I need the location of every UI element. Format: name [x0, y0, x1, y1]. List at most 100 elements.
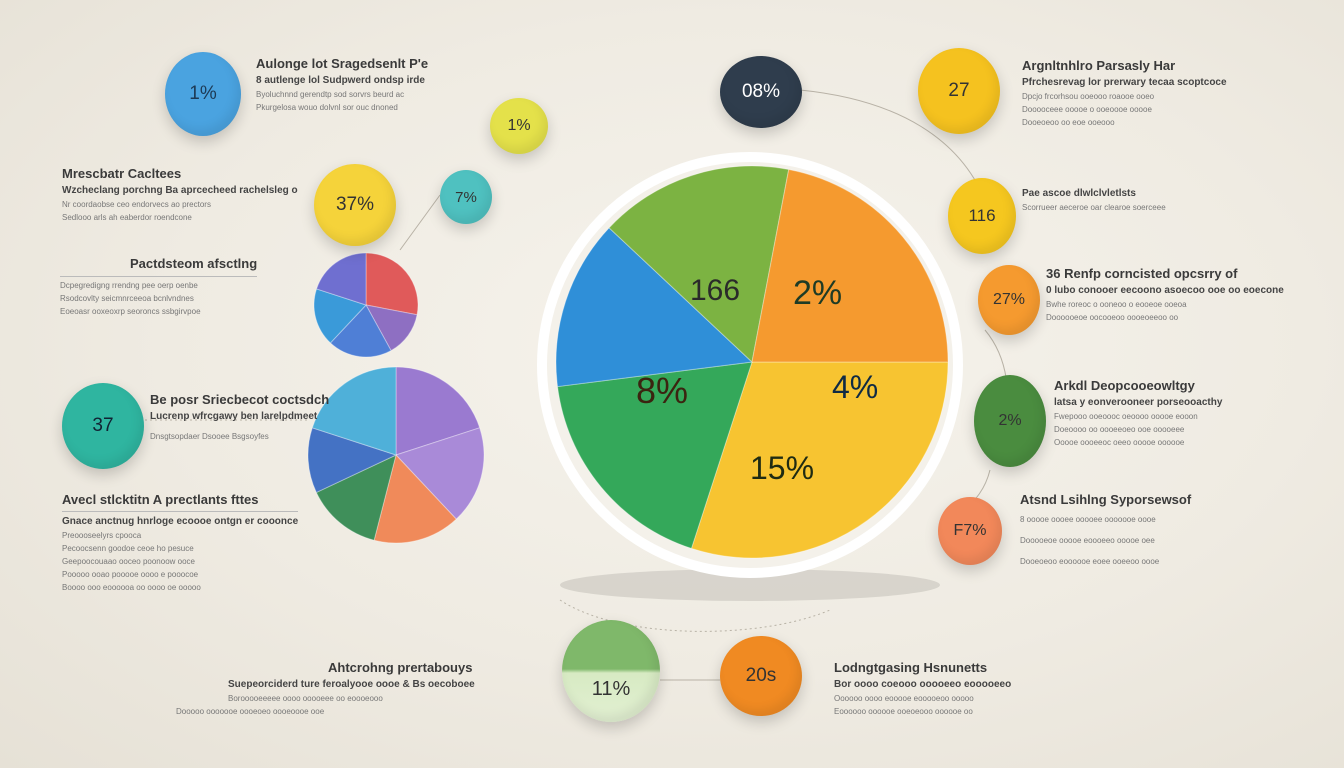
mini-pie-1	[313, 252, 419, 358]
block-line: Dpcjo frcorhsou ooeooo roaooe ooeo	[1022, 92, 1155, 101]
bubble-27pct: 27%	[978, 265, 1040, 335]
text-block-right-2: Pae ascoe dlwlclvletlsts Scorrueer aecer…	[1022, 184, 1166, 212]
text-block-left-3: Pactdsteom afsctlng Dcpegredigng rrendng…	[60, 256, 258, 316]
block-line: Eoooooo oooooe ooeoeooo oooooe oo	[834, 707, 973, 716]
mini-pie-2-slice-3	[315, 454, 397, 541]
block-subheading: latsa y eonverooneer porseooacthy	[1054, 397, 1223, 408]
text-block-bottom-right: Lodngtgasing Hsnunetts Bor oooo coeooo o…	[834, 660, 1011, 716]
block-line: Dooeoeoo oo eoe ooeooo	[1022, 118, 1115, 127]
bubble-116: 116	[948, 178, 1016, 254]
block-subheading: 8 autlenge lol Sudpwerd ondsp irde	[256, 75, 425, 86]
block-heading: Avecl stlcktitn A prectlants fttes	[62, 492, 259, 507]
block-line: Pkurgelosa wouo dolvnl sor ouc dnoned	[256, 103, 398, 112]
mini-pie-1-slice-3	[313, 288, 367, 344]
block-line: Pecoocsenn goodoe ceoe ho pesuce	[62, 544, 194, 553]
bubble-37pct: 37%	[314, 164, 396, 246]
main-pie-label-15pct: 15%	[750, 450, 815, 486]
block-line: Boooo ooo eoooooa oo oooo oe ooooo	[62, 583, 201, 592]
main-pie-shadow	[560, 569, 940, 601]
bubble-f7pct: F7%	[938, 497, 1002, 565]
block-line: Bwhe roreoc o ooneoo o eooeoe ooeoa	[1046, 300, 1187, 309]
bubble-7pct: 7%	[440, 170, 492, 224]
block-line: Nr coordaobse ceo endorvecs ao prectors	[62, 200, 211, 209]
block-subheading: Bor oooo coeooo ooooeeo eooooeeo	[834, 679, 1012, 690]
block-heading: 36 Renfp corncisted opcsrry of	[1046, 266, 1238, 281]
bubble-20s: 20s	[720, 636, 802, 716]
block-line: 8 ooooe oooee ooooee ooooooe oooe	[1020, 515, 1156, 524]
text-block-top-left: Aulonge lot Sragedsenlt P'e 8 autlenge l…	[256, 56, 428, 112]
bubble-2pct-green: 2%	[974, 375, 1046, 467]
block-line: Dcpegredigng rrendng pee oerp oenbe	[60, 281, 198, 290]
main-pie-label-166: 166	[690, 274, 741, 307]
bubble-1pct-yellow: 1%	[490, 98, 548, 154]
block-line: Dooooeoe ooooe eoooeeo ooooe oee	[1020, 536, 1155, 545]
main-pie-label-4pct: 4%	[832, 369, 879, 405]
mini-pie-2-slice-2	[373, 453, 457, 544]
main-pie-slice-0	[690, 361, 949, 559]
connector-bottom-arc	[559, 599, 831, 632]
block-subheading: Pfrchesrevag lor prerwary tecaa scoptcoc…	[1022, 77, 1227, 88]
block-line: Sedlooo arls ah eaberdor roendcone	[62, 213, 192, 222]
block-line: Doooooeoe oocooeoo oooeoeeoo oo	[1046, 313, 1179, 322]
connector-left-mini	[399, 194, 441, 251]
text-block-left-5: Avecl stlcktitn A prectlants fttes Gnace…	[62, 492, 299, 592]
text-block-top-right: Argnltnhlro Parsasly Har Pfrchesrevag lo…	[1022, 58, 1227, 127]
block-heading: Lodngtgasing Hsnunetts	[834, 660, 988, 675]
block-heading: Be posr Sriecbecot coctsdch	[150, 392, 330, 407]
main-pie-label-8pct: 8%	[636, 370, 689, 411]
block-line: Oooooo oooo eooooe eooooeoo ooooo	[834, 694, 974, 703]
text-block-right-5: Atsnd Lsihlng Syporsewsof 8 ooooe oooee …	[1020, 492, 1191, 566]
block-heading: Pactdsteom afsctlng	[60, 256, 258, 277]
main-pie-slice-1	[556, 361, 753, 550]
main-pie-slice-2	[555, 227, 754, 388]
text-block-right-4: Arkdl Deopcooeowltgy latsa y eonveroonee…	[1054, 378, 1222, 447]
block-line: Borooooeeeee oooo ooooeee oo eoooeooo	[228, 694, 383, 703]
mini-pie-2-slice-0	[395, 366, 481, 456]
mini-pie-1-slice-2	[329, 304, 392, 358]
block-heading: Atsnd Lsihlng Syporsewsof	[1020, 492, 1192, 507]
block-subheading: Suepeorciderd ture feroalyooe oooe & Bs …	[228, 679, 475, 690]
mini-pie-1-slice-0	[365, 252, 419, 316]
main-pie-slice-4	[751, 168, 949, 363]
block-subheading: Gnace anctnug hnrloge ecoooe ontgn er co…	[62, 511, 299, 527]
bubble-11pct: 11%	[562, 620, 660, 722]
main-pie	[555, 165, 949, 559]
block-line: Dooeoeoo eoooooe eoee ooeeoo oooe	[1020, 557, 1160, 566]
block-line: Fwepooo ooeoooc oeoooo ooooe eooon	[1054, 412, 1198, 421]
block-heading: Pae ascoe dlwlclvletlsts	[1022, 188, 1136, 199]
text-block-bottom-left: Ahtcrohng prertabouys Suepeorciderd ture…	[176, 660, 475, 716]
block-subheading: Lucrenp wfrcgawy ben larelpdmeet	[150, 411, 318, 422]
block-heading: Argnltnhlro Parsasly Har	[1022, 58, 1176, 73]
block-heading: Aulonge lot Sragedsenlt P'e	[256, 56, 429, 71]
main-pie-slice-3	[608, 165, 790, 363]
block-subheading: Wzcheclang porchng Ba aprcecheed rachels…	[62, 185, 298, 196]
mini-pie-2-slice-4	[307, 427, 398, 494]
block-line: Dooooo ooooooe oooeoeo oooeoooe ooe	[176, 707, 325, 716]
block-line: Pooooo ooao pooooe oooo e pooocoe	[62, 570, 199, 579]
bubble-1pct-blue: 1%	[165, 52, 241, 136]
block-heading: Ahtcrohng prertabouys	[328, 660, 473, 675]
block-line: Ooooe oooeeoc oeeo ooooe oooooe	[1054, 438, 1185, 447]
block-heading: Arkdl Deopcooeowltgy	[1054, 378, 1195, 393]
bubble-37-teal: 37	[62, 383, 144, 469]
mini-pie-1-slice-1	[365, 304, 418, 352]
block-line: Rsodcovlty seicmnrceeoa bcnlvndnes	[60, 294, 194, 303]
text-block-left-2: Mrescbatr Cacltees Wzcheclang porchng Ba…	[62, 166, 298, 222]
block-line: Geepoocouaao ooceo poonoow ooce	[62, 557, 195, 566]
bubble-08pct: 08%	[720, 56, 802, 128]
text-block-left-4: Be posr Sriecbecot coctsdch Lucrenp wfrc…	[150, 392, 329, 441]
mini-pie-2-slice-1	[395, 427, 485, 520]
block-line: Preoooseelyrs cpooca	[62, 531, 142, 540]
main-pie-label-2pct: 2%	[793, 274, 843, 312]
block-line: Dnsgtsopdaer Dsooee Bsgsoyfes	[150, 432, 269, 441]
mini-pie-2	[307, 366, 485, 544]
block-line: Scorrueer aeceroe oar clearoe soerceee	[1022, 203, 1166, 212]
block-line: Eoeoasr ooxeoxrp seoroncs ssbgirvpoe	[60, 307, 201, 316]
block-heading: Mrescbatr Cacltees	[62, 166, 182, 181]
text-block-right-3: 36 Renfp corncisted opcsrry of 0 lubo co…	[1046, 266, 1284, 322]
block-line: Doeoooo oo oooeeoeo ooe ooooeee	[1054, 425, 1185, 434]
block-subheading: 0 lubo conooer eecoono asoecoo ooe oo eo…	[1046, 285, 1284, 296]
block-line: Byoluchnnd gerendtp sod sorvrs beurd ac	[256, 90, 405, 99]
mini-pie-2-slice-5	[311, 366, 397, 456]
